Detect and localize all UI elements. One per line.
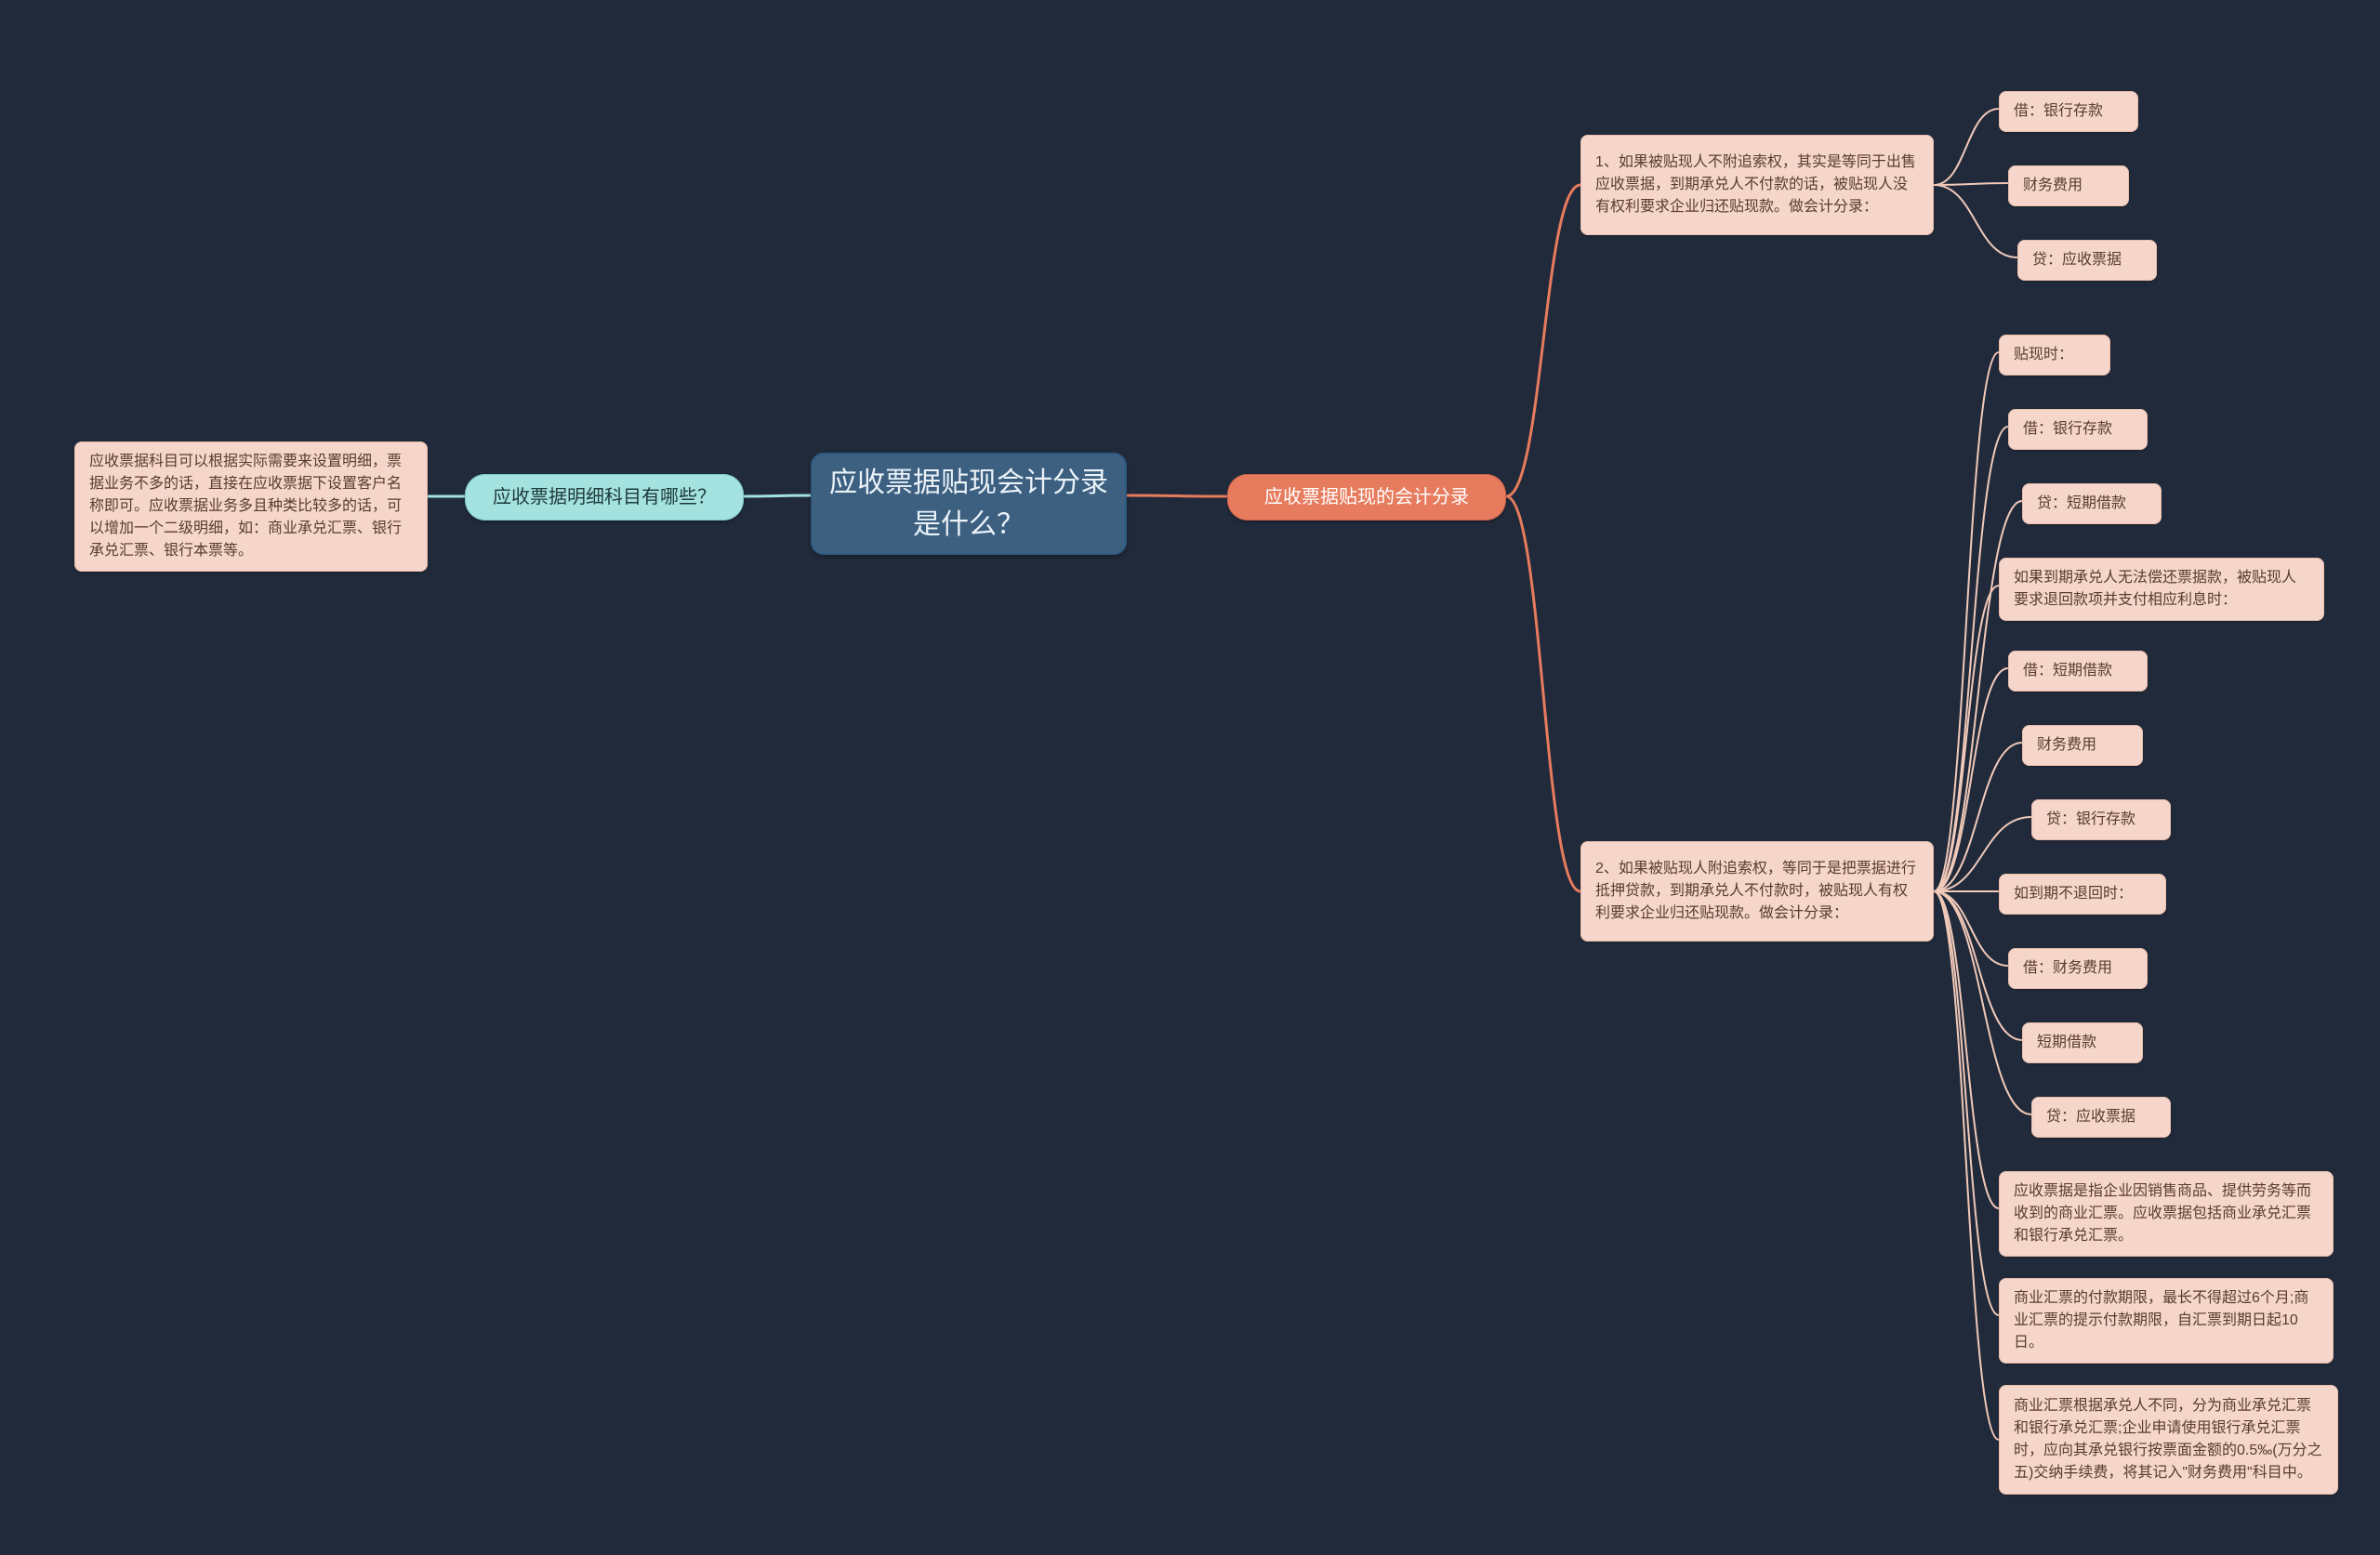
c2-leaf-12[interactable]: 商业汇票的付款期限，最长不得超过6个月;商业汇票的提示付款期限，自汇票到期日起1…: [1999, 1278, 2334, 1364]
c2-leaf-5[interactable]: 财务费用: [2022, 725, 2143, 766]
c2-leaf-6[interactable]: 贷：银行存款: [2031, 799, 2171, 840]
c2-leaf-11[interactable]: 应收票据是指企业因销售商品、提供劳务等而收到的商业汇票。应收票据包括商业承兑汇票…: [1999, 1171, 2334, 1257]
c2-leaf-8-text: 借：财务费用: [2023, 957, 2112, 980]
c2-leaf-6-text: 贷：银行存款: [2046, 809, 2135, 831]
c2-leaf-7-text: 如到期不退回时：: [2014, 883, 2133, 905]
c1-leaf-0-text: 借：银行存款: [2014, 100, 2103, 123]
c2-leaf-4-text: 借：短期借款: [2023, 660, 2112, 682]
c2-leaf-9[interactable]: 短期借款: [2022, 1022, 2143, 1063]
right-child-1-text: 1、如果被贴现人不附追索权，其实是等同于出售应收票据，到期承兑人不付款的话，被贴…: [1595, 152, 1919, 218]
c2-leaf-10-text: 贷：应收票据: [2046, 1106, 2135, 1128]
right-child-2[interactable]: 2、如果被贴现人附追索权，等同于是把票据进行抵押贷款，到期承兑人不付款时，被贴现…: [1580, 841, 1934, 942]
c2-leaf-11-text: 应收票据是指企业因销售商品、提供劳务等而收到的商业汇票。应收票据包括商业承兑汇票…: [2014, 1180, 2319, 1247]
c2-leaf-2[interactable]: 贷：短期借款: [2022, 483, 2162, 524]
c2-leaf-1-text: 借：银行存款: [2023, 418, 2112, 441]
c1-leaf-2-text: 贷：应收票据: [2032, 249, 2122, 271]
left-leaf-text: 应收票据科目可以根据实际需要来设置明细，票据业务不多的话，直接在应收票据下设置客…: [89, 451, 413, 562]
right-child-1[interactable]: 1、如果被贴现人不附追索权，其实是等同于出售应收票据，到期承兑人不付款的话，被贴…: [1580, 135, 1934, 235]
c2-leaf-12-text: 商业汇票的付款期限，最长不得超过6个月;商业汇票的提示付款期限，自汇票到期日起1…: [2014, 1287, 2319, 1354]
c2-leaf-9-text: 短期借款: [2037, 1032, 2096, 1054]
root-text: 应收票据贴现会计分录是什么？: [826, 462, 1112, 546]
c2-leaf-13-text: 商业汇票根据承兑人不同，分为商业承兑汇票和银行承兑汇票;企业申请使用银行承兑汇票…: [2014, 1395, 2323, 1484]
c2-leaf-0[interactable]: 贴现时：: [1999, 335, 2110, 376]
c2-leaf-7[interactable]: 如到期不退回时：: [1999, 874, 2166, 915]
left-leaf-node[interactable]: 应收票据科目可以根据实际需要来设置明细，票据业务不多的话，直接在应收票据下设置客…: [74, 441, 428, 572]
c2-leaf-0-text: 贴现时：: [2014, 344, 2073, 366]
c1-leaf-2[interactable]: 贷：应收票据: [2017, 240, 2157, 281]
c2-leaf-8[interactable]: 借：财务费用: [2008, 948, 2148, 989]
c2-leaf-3-text: 如果到期承兑人无法偿还票据款，被贴现人要求退回款项并支付相应利息时：: [2014, 567, 2309, 612]
c2-leaf-1[interactable]: 借：银行存款: [2008, 409, 2148, 450]
c1-leaf-1[interactable]: 财务费用: [2008, 165, 2129, 206]
right-child-2-text: 2、如果被贴现人附追索权，等同于是把票据进行抵押贷款，到期承兑人不付款时，被贴现…: [1595, 858, 1919, 925]
c2-leaf-2-text: 贷：短期借款: [2037, 493, 2126, 515]
c2-leaf-3[interactable]: 如果到期承兑人无法偿还票据款，被贴现人要求退回款项并支付相应利息时：: [1999, 558, 2324, 621]
c2-leaf-13[interactable]: 商业汇票根据承兑人不同，分为商业承兑汇票和银行承兑汇票;企业申请使用银行承兑汇票…: [1999, 1385, 2338, 1495]
c2-leaf-10[interactable]: 贷：应收票据: [2031, 1097, 2171, 1138]
c1-leaf-0[interactable]: 借：银行存款: [1999, 91, 2138, 132]
right-branch-label: 应收票据贴现的会计分录: [1264, 483, 1469, 511]
c2-leaf-5-text: 财务费用: [2037, 734, 2096, 757]
c1-leaf-1-text: 财务费用: [2023, 175, 2082, 197]
left-branch-label: 应收票据明细科目有哪些？: [493, 483, 716, 511]
left-branch-node[interactable]: 应收票据明细科目有哪些？: [465, 474, 744, 521]
root-node[interactable]: 应收票据贴现会计分录是什么？: [811, 453, 1127, 555]
c2-leaf-4[interactable]: 借：短期借款: [2008, 651, 2148, 692]
right-branch-node[interactable]: 应收票据贴现的会计分录: [1227, 474, 1506, 521]
